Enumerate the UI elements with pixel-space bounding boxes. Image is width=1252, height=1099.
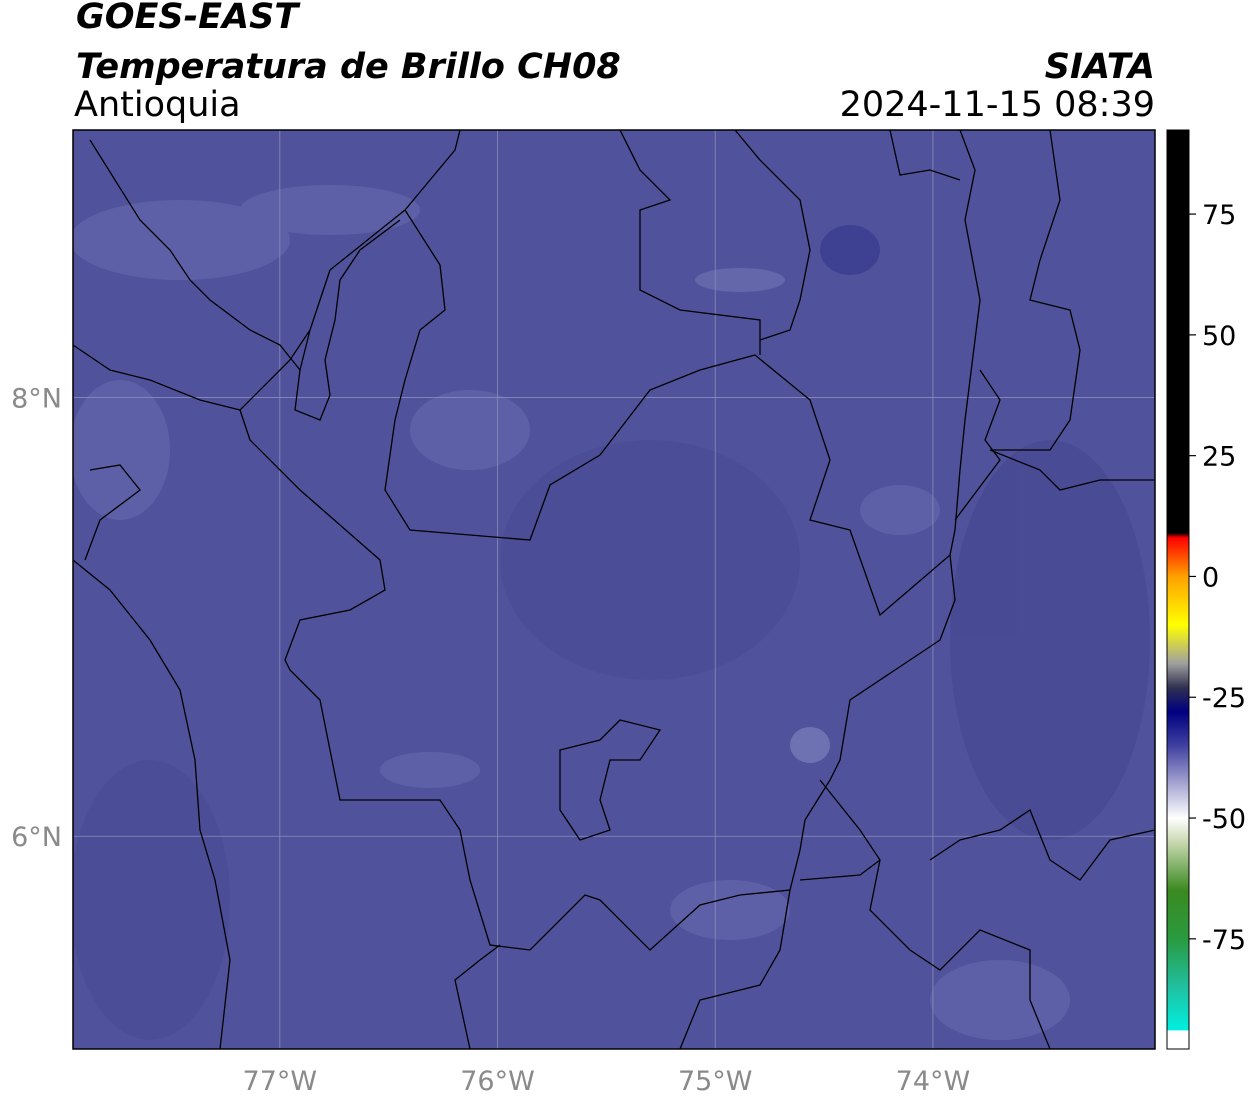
- x-tick-label: 74°W: [896, 1066, 971, 1097]
- y-tick-label: 6°N: [11, 822, 62, 853]
- borders: [73, 130, 1155, 1049]
- colorbar-tick-label: 50: [1202, 321, 1236, 352]
- colorbar-tick-label: -50: [1202, 804, 1246, 835]
- colorbar: [1166, 129, 1190, 1050]
- map-frame: [72, 129, 1156, 1050]
- x-tick-label: 77°W: [243, 1066, 318, 1097]
- source: SIATA: [1045, 47, 1155, 87]
- colorbar-tick-label: 75: [1202, 200, 1236, 231]
- x-tick-label: 76°W: [460, 1066, 535, 1097]
- colorbar-tick-label: 25: [1202, 442, 1236, 473]
- timestamp: 2024-11-15 08:39: [840, 85, 1155, 125]
- subtitle: Temperatura de Brillo CH08: [76, 47, 621, 87]
- grid: [73, 130, 1155, 1049]
- colorbar-tick-label: 0: [1202, 562, 1219, 593]
- map: [73, 130, 1155, 1049]
- colorbar-tick-label: -75: [1202, 925, 1246, 956]
- colorbar-tick-label: -25: [1202, 683, 1246, 714]
- region: Antioquia: [74, 85, 241, 125]
- x-tick-label: 75°W: [678, 1066, 753, 1097]
- title: GOES-EAST: [76, 0, 301, 37]
- field-texture: [73, 185, 1150, 1040]
- y-tick-label: 8°N: [11, 384, 62, 415]
